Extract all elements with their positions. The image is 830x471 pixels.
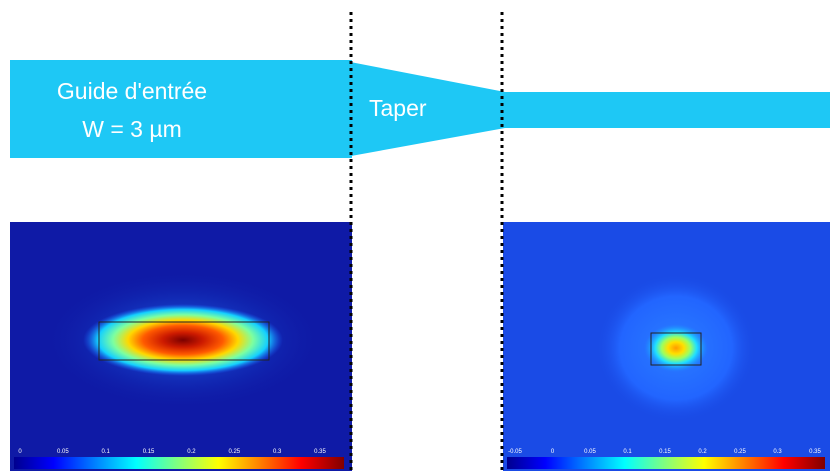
output-waveguide — [500, 92, 830, 128]
colorbar-tick-label: 0.15 — [659, 449, 671, 455]
output-mode-field-plot: -0.05 0 0.05 0.1 0.15 0.2 0.25 0.3 0.35 — [503, 222, 830, 471]
colorbar-tick-label: 0.3 — [273, 449, 282, 455]
colorbar-tick-label: 0.2 — [187, 449, 196, 455]
colorbar-tick-label: 0.1 — [102, 449, 111, 455]
colorbar-tick-label: 0.05 — [584, 449, 596, 455]
output-colorbar-ticks: -0.05 0 0.05 0.1 0.15 0.2 0.25 0.3 0.35 — [508, 449, 821, 455]
colorbar-tick-label: 0.2 — [698, 449, 707, 455]
colorbar-tick-label: -0.05 — [508, 449, 522, 455]
taper-section — [340, 60, 505, 158]
taper-label: Taper — [369, 95, 427, 121]
input-core-outline — [98, 321, 270, 361]
input-guide-label-line1: Guide d'entrée — [57, 78, 207, 104]
colorbar-tick-label: 0 — [18, 449, 22, 455]
output-colorbar — [507, 457, 825, 469]
colorbar-tick-label: 0.3 — [773, 449, 782, 455]
colorbar-tick-label: 0.25 — [228, 449, 240, 455]
colorbar-tick-label: 0.05 — [57, 449, 69, 455]
output-core-outline — [650, 332, 702, 366]
input-waveguide — [10, 60, 352, 158]
colorbar-tick-label: 0.35 — [314, 449, 326, 455]
colorbar-tick-label: 0 — [551, 449, 555, 455]
colorbar-tick-label: 0.35 — [809, 449, 821, 455]
input-mode-field-plot: 0 0.05 0.1 0.15 0.2 0.25 0.3 0.35 — [10, 222, 352, 471]
colorbar-tick-label: 0.1 — [623, 449, 632, 455]
colorbar-tick-label: 0.15 — [143, 449, 155, 455]
colorbar-tick-label: 0.25 — [734, 449, 746, 455]
input-guide-label-line2: W = 3 µm — [82, 116, 182, 142]
input-colorbar — [14, 457, 344, 469]
input-colorbar-ticks: 0 0.05 0.1 0.15 0.2 0.25 0.3 0.35 — [18, 449, 326, 455]
